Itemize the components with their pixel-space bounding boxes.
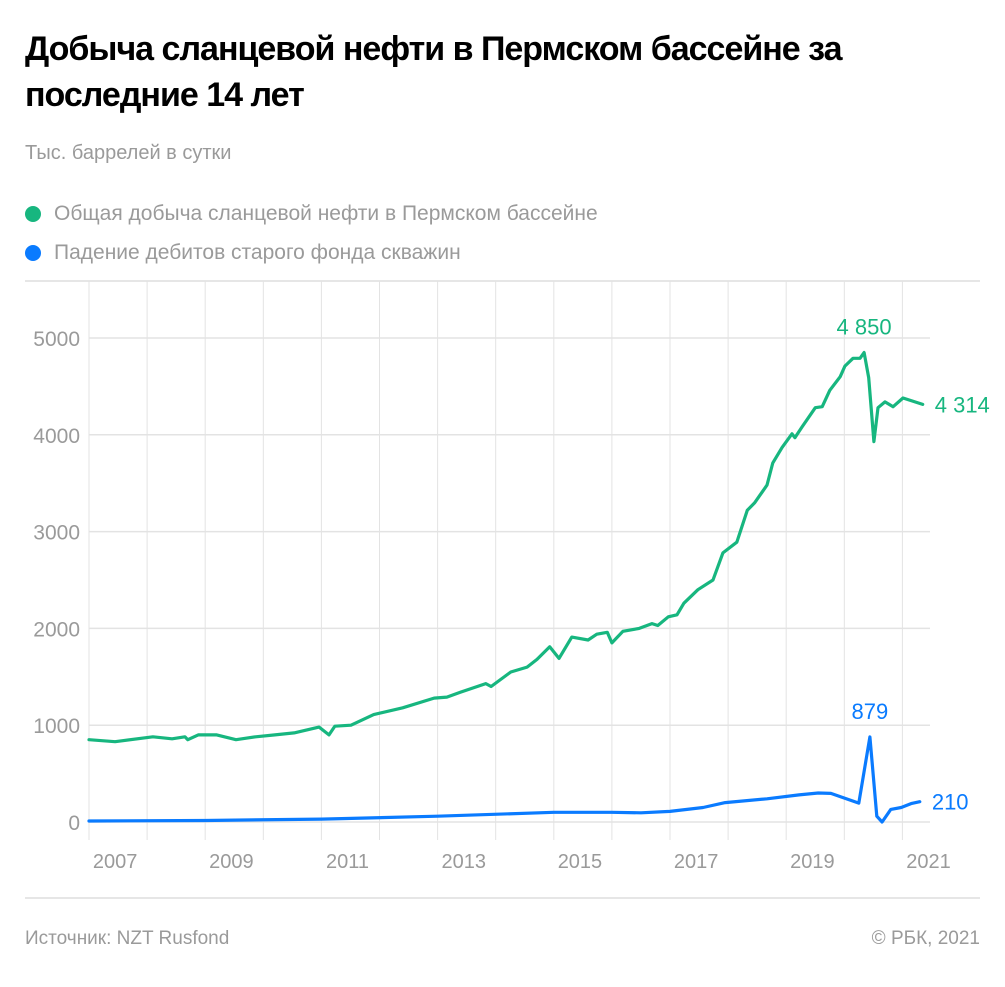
y-tick-label: 0 <box>68 812 80 835</box>
x-tick-label: 2007 <box>93 851 138 873</box>
legend-dot-blue-icon <box>25 244 41 261</box>
end-value-label: 4 314 <box>935 392 990 417</box>
production-series-line <box>87 350 925 744</box>
x-tick-label: 2017 <box>674 851 719 873</box>
legend-item-decline: Падение дебитов старого фонда скважин <box>25 233 598 272</box>
footer-divider <box>25 897 980 899</box>
legend-label: Падение дебитов старого фонда скважин <box>54 240 461 264</box>
y-tick-label: 5000 <box>33 328 80 351</box>
x-tick-label: 2015 <box>558 851 603 873</box>
top-divider <box>25 280 980 282</box>
peak-value-label: 4 850 <box>837 315 892 340</box>
source-text: Источник: NZT Rusfond <box>25 928 230 949</box>
legend-dot-green-icon <box>25 205 41 222</box>
copyright-text: © РБК, 2021 <box>871 928 980 949</box>
x-tick-label: 2011 <box>326 851 369 873</box>
decline-series-line <box>87 735 922 824</box>
x-tick-label: 2019 <box>790 851 835 873</box>
legend-item-total: Общая добыча сланцевой нефти в Пермском … <box>25 194 598 233</box>
legend: Общая добыча сланцевой нефти в Пермском … <box>25 194 598 272</box>
x-tick-label: 2009 <box>209 851 254 873</box>
peak-value-label: 879 <box>852 699 889 724</box>
y-tick-label: 1000 <box>33 715 80 738</box>
chart-title: Добыча сланцевой нефти в Пермском бассей… <box>25 30 843 114</box>
legend-label: Общая добыча сланцевой нефти в Пермском … <box>54 201 598 225</box>
x-tick-label: 2021 <box>906 851 951 873</box>
y-tick-label: 3000 <box>33 522 80 545</box>
x-tick-label: 2013 <box>441 851 486 873</box>
unit-label: Тыс. баррелей в сутки <box>25 142 232 164</box>
y-tick-label: 4000 <box>33 425 80 448</box>
end-value-label: 210 <box>932 790 969 815</box>
y-tick-label: 2000 <box>33 618 80 641</box>
